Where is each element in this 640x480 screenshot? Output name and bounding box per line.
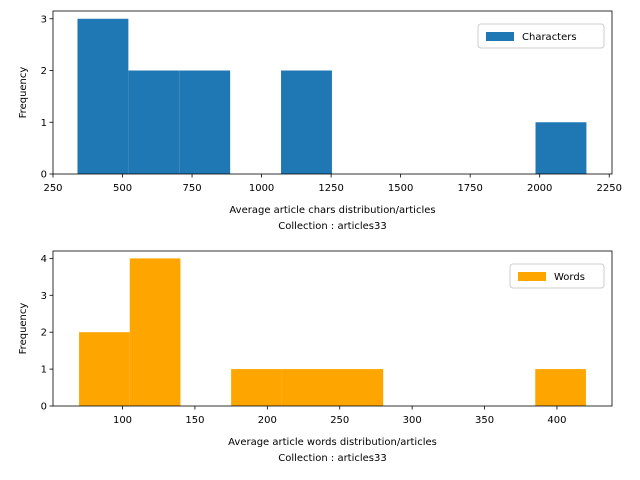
- histogram-bar-1: [77, 18, 129, 175]
- histogram-bar-10: [535, 369, 586, 406]
- x-axis-sublabel: Collection : articles33: [278, 221, 387, 232]
- histogram-bar-5: [281, 369, 333, 406]
- y-tick-label: 0: [41, 170, 47, 181]
- histogram-bar-6: [332, 369, 384, 406]
- histogram-bar-10: [535, 122, 587, 174]
- y-axis-label: Frequency: [18, 67, 29, 119]
- y-tick-label: 4: [41, 254, 47, 265]
- x-tick-label: 2000: [527, 183, 552, 194]
- legend: Words: [509, 263, 605, 289]
- y-tick-label: 1: [41, 365, 47, 376]
- x-tick-label: 1500: [388, 183, 413, 194]
- x-tick-label: 1250: [318, 183, 343, 194]
- legend-swatch: [486, 32, 514, 41]
- x-tick-label: 500: [113, 183, 132, 194]
- y-axis-label: Frequency: [18, 303, 29, 355]
- x-tick-label: 350: [475, 415, 494, 426]
- x-tick-label: 1000: [249, 183, 274, 194]
- x-tick-label: 100: [113, 415, 132, 426]
- histogram-bar-4: [231, 369, 282, 406]
- x-tick-label: 300: [403, 415, 422, 426]
- chart-panel-2: 100 150 200 250 300 350 400 0 1 2 3 4 Average articl…: [18, 250, 613, 464]
- y-tick-label: 2: [41, 328, 47, 339]
- legend-box: [509, 263, 605, 289]
- legend-label: Words: [554, 272, 585, 283]
- y-tick-label: 0: [41, 402, 47, 413]
- y-tick-label: 3: [41, 14, 47, 25]
- x-tick-label: 750: [183, 183, 202, 194]
- y-tick-label: 2: [41, 66, 47, 77]
- x-tick-label: 250: [330, 415, 349, 426]
- x-tick-label: 1750: [457, 183, 482, 194]
- x-tick-label: 250: [43, 183, 62, 194]
- histogram-bar-2: [129, 258, 181, 406]
- x-axis-sublabel: Collection : articles33: [278, 453, 387, 464]
- x-tick-label: 200: [258, 415, 277, 426]
- histogram-bar-2: [128, 70, 180, 174]
- histogram-bar-1: [79, 332, 130, 406]
- legend: Characters: [477, 23, 605, 49]
- histogram-bar-3: [179, 70, 231, 174]
- legend-label: Characters: [522, 32, 577, 43]
- x-tick-label: 400: [547, 415, 566, 426]
- histogram-bar-5: [281, 70, 332, 174]
- x-axis-label: Average article chars distribution/artic…: [229, 205, 435, 216]
- axes-frame: [52, 10, 613, 175]
- legend-swatch: [518, 272, 546, 281]
- x-tick-label: 150: [185, 415, 204, 426]
- y-tick-label: 3: [41, 291, 47, 302]
- x-tick-label: 2250: [596, 183, 621, 194]
- chart-panel-1: 250 500 750 1000 1250 1500 1750 2000 2250 0 1 2 3 Ave…: [18, 10, 622, 232]
- axes-frame: [52, 250, 613, 407]
- legend-box: [477, 23, 605, 49]
- x-axis-label: Average article words distribution/artic…: [228, 437, 437, 448]
- y-tick-label: 1: [41, 118, 47, 129]
